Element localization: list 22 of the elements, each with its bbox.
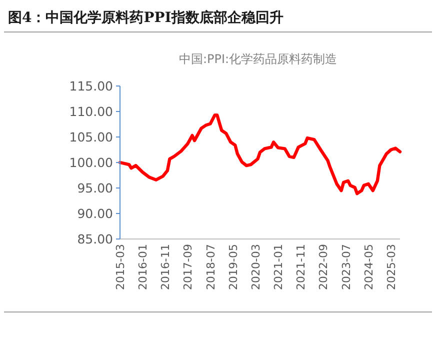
x-tick-label: 2024-05 <box>362 244 376 290</box>
y-tick-label: 90.00 <box>77 206 114 221</box>
x-tick-label: 2021-11 <box>294 244 308 290</box>
y-tick-label: 100.00 <box>69 155 114 170</box>
y-tick-label: 95.00 <box>77 180 114 196</box>
chart-title: 图4：中国化学原料药PPI指数底部企稳回升 <box>8 9 284 26</box>
x-tick-label: 2023-07 <box>340 244 353 290</box>
x-tick-label: 2020-03 <box>249 244 262 290</box>
x-tick-label: 2017-09 <box>182 244 195 290</box>
x-tick-label: 2018-07 <box>204 244 218 290</box>
x-tick-label: 2019-05 <box>226 244 240 290</box>
y-tick-label: 115.00 <box>69 78 114 94</box>
y-tick-label: 85.00 <box>77 232 114 246</box>
x-tick-label: 2025-03 <box>384 244 398 290</box>
y-tick-label: 110.00 <box>69 104 114 119</box>
x-tick-label: 2016-01 <box>136 244 150 290</box>
y-tick-label: 105.00 <box>69 130 114 144</box>
x-tick-label: 2015-03 <box>114 244 127 290</box>
x-tick-label: 2022-09 <box>317 244 330 290</box>
x-tick-label: 2021-01 <box>272 244 286 290</box>
x-tick-label: 2016-11 <box>159 244 172 290</box>
chart-subtitle: 中国:PPI:化学药品原料药制造 <box>178 52 338 66</box>
